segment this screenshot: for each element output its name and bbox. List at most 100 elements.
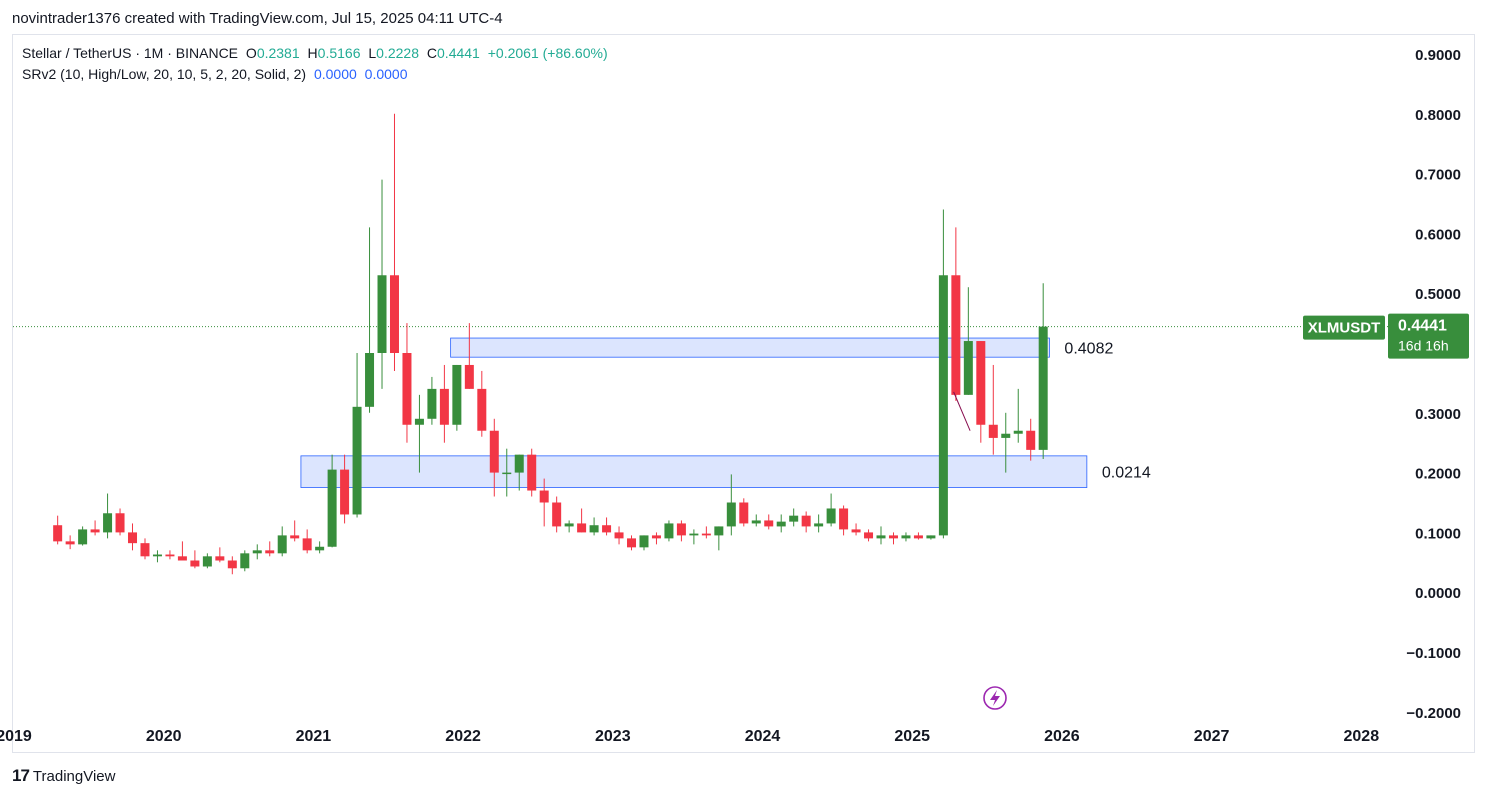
candle-body (963, 341, 973, 395)
candle-body (1038, 326, 1048, 450)
candle (751, 514, 761, 527)
candle-body (53, 525, 63, 542)
candle-body (814, 523, 824, 527)
candle-body (65, 541, 75, 545)
candle-body (365, 353, 375, 407)
open-label: O (245, 45, 257, 61)
chart-frame[interactable] (12, 34, 1475, 753)
candle (614, 526, 624, 545)
x-tick-label: 2024 (745, 728, 781, 745)
y-tick-label: 0.9000 (1415, 47, 1461, 64)
low-label: L (368, 45, 377, 61)
annotation-line (953, 391, 971, 431)
candle-body (913, 535, 923, 539)
candle (90, 520, 100, 536)
indicator-title[interactable]: SRv2 (10, High/Low, 20, 10, 5, 2, 20, So… (22, 66, 307, 82)
candle (290, 520, 300, 542)
candle (352, 353, 362, 518)
candle (639, 535, 649, 551)
candle-body (190, 560, 200, 567)
y-tick-label: 0.8000 (1415, 107, 1461, 124)
ohlc-legend: Stellar / TetherUS · 1M · BINANCE O0.238… (22, 45, 612, 61)
candle-body (577, 523, 587, 533)
candle-body (527, 454, 537, 491)
candle (190, 550, 200, 569)
x-tick-label: 2028 (1344, 728, 1380, 745)
lightning-circle[interactable] (983, 686, 1007, 710)
candle-body (215, 556, 225, 561)
price-badge: XLMUSDT 0.4441 16d 16h (1303, 313, 1469, 359)
candle-body (801, 515, 811, 527)
candle-body (1026, 430, 1036, 450)
candle (477, 370, 487, 437)
candle-body (514, 454, 524, 473)
candle (502, 448, 512, 497)
candle-body (539, 490, 549, 503)
candle (452, 364, 462, 431)
high-value: 0.5166 (317, 45, 361, 61)
candle-body (315, 546, 325, 551)
candle (1001, 412, 1011, 473)
candle-body (901, 535, 911, 539)
change-value: +0.2061 (+86.60%) (487, 45, 608, 61)
candle-body (851, 529, 861, 533)
candle-body (389, 275, 399, 353)
candle (938, 209, 948, 539)
candle (128, 523, 138, 551)
candle-body (826, 508, 836, 524)
candle-body (701, 533, 711, 536)
candle-body (265, 550, 275, 554)
candle (427, 376, 437, 425)
indicator-legend: SRv2 (10, High/Low, 20, 10, 5, 2, 20, So… (22, 66, 412, 82)
candle (676, 520, 686, 542)
time-axis[interactable]: 2019 2020 2021 2022 2023 2024 2025 2026 2027 2028 (0, 728, 1379, 745)
close-value: 0.4441 (437, 45, 480, 61)
candle-body (739, 502, 749, 524)
candle-body (352, 406, 362, 515)
candle-body (664, 523, 674, 539)
candle (951, 227, 961, 401)
candle (103, 493, 113, 539)
price-tag-value: 0.4441 (1398, 318, 1447, 335)
y-tick-label: −0.1000 (1406, 645, 1461, 662)
candle-body (676, 523, 686, 536)
candle (539, 478, 549, 527)
x-tick-label: 2025 (894, 728, 930, 745)
candle (78, 526, 88, 546)
price-tag (1388, 313, 1469, 359)
symbol-title[interactable]: Stellar / TetherUS · 1M · BINANCE (22, 45, 239, 61)
candle-body (128, 532, 138, 544)
candle (152, 550, 162, 563)
candle (227, 556, 237, 575)
candle (826, 493, 836, 527)
candle (814, 514, 824, 533)
lightning-icon[interactable] (983, 686, 1007, 710)
candle-body (165, 554, 175, 557)
candle (627, 535, 637, 551)
y-tick-label: 0.6000 (1415, 226, 1461, 243)
candle (764, 514, 774, 530)
candle (1038, 283, 1048, 459)
candle-body (152, 554, 162, 557)
candle (689, 529, 699, 545)
candle-body (988, 424, 998, 438)
price-axis[interactable]: 0.9000 0.8000 0.7000 0.6000 0.5000 0.3000 0.20… (1406, 47, 1461, 722)
candle (377, 179, 387, 389)
candle (876, 526, 886, 545)
candle (864, 529, 874, 542)
y-tick-label: 0.5000 (1415, 286, 1461, 303)
tradingview-brand[interactable]: TradingView (32, 767, 116, 785)
lightning-bolt[interactable] (990, 690, 1000, 706)
candle-body (427, 388, 437, 419)
x-tick-label: 2027 (1194, 728, 1230, 745)
candle (177, 541, 187, 561)
candle-body (1013, 430, 1023, 434)
candle (53, 515, 63, 545)
candle-body (726, 502, 736, 527)
x-tick-label: 2026 (1044, 728, 1080, 745)
candle-body (489, 430, 499, 473)
candle-body (327, 469, 337, 547)
candle (888, 532, 898, 545)
close-label: C (426, 45, 438, 61)
